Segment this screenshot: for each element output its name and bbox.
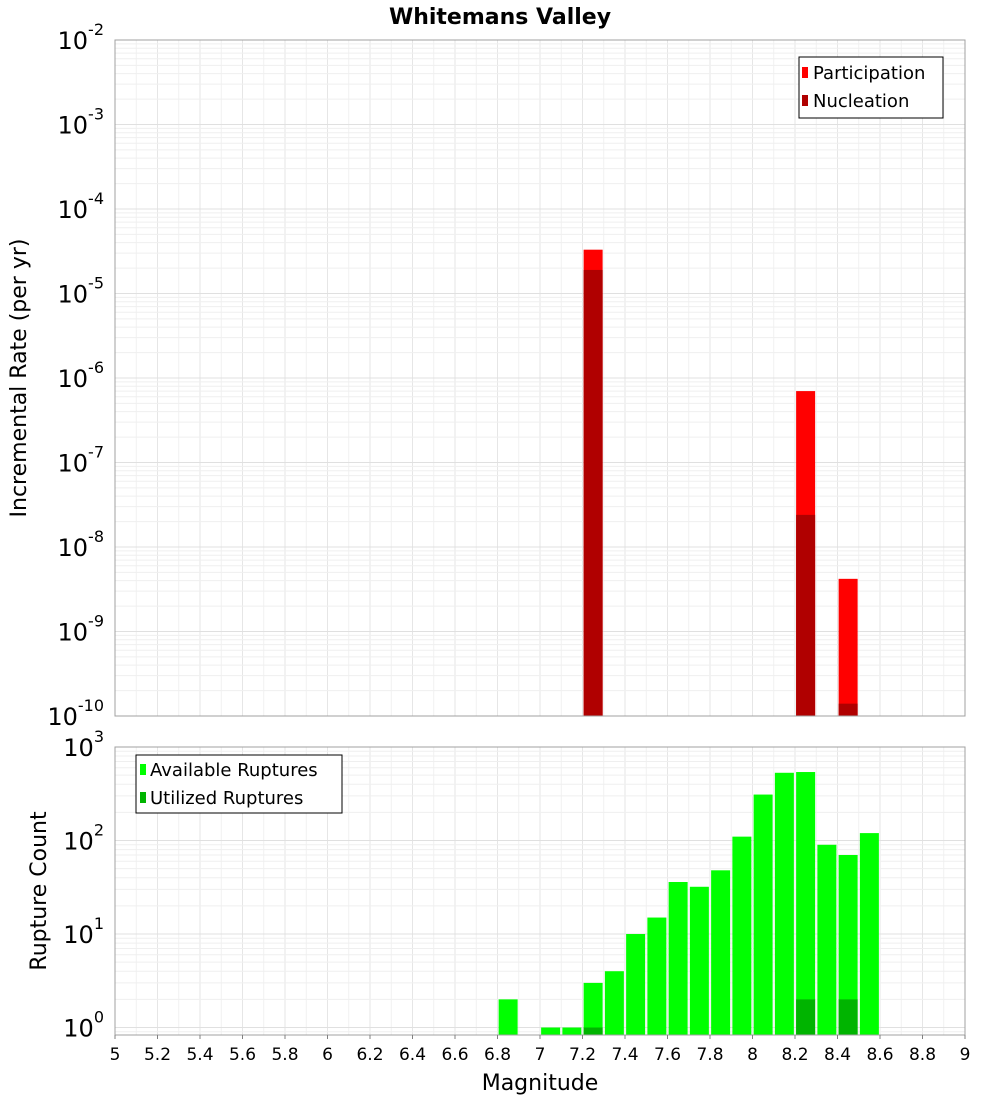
top-y-axis-label: Incremental Rate (per yr) bbox=[7, 239, 32, 518]
x-tick-label: 7.6 bbox=[654, 1045, 681, 1065]
chart-title: Whitemans Valley bbox=[389, 5, 611, 30]
bottom-panel: 100 101 102 103 5 5.2 5.4 5.6 5.8 6 6.2 6.4 6.6 6.8 7… bbox=[27, 727, 970, 1096]
bottom-y-axis-label: Rupture Count bbox=[27, 811, 52, 971]
bar-participation bbox=[838, 578, 858, 716]
bar-nucleation bbox=[838, 703, 858, 716]
x-tick-label: 5.4 bbox=[186, 1045, 213, 1065]
y-tick-label: 10-3 bbox=[58, 105, 105, 140]
legend-label-utilized-ruptures: Utilized Ruptures bbox=[150, 788, 303, 809]
bar-available-ruptures bbox=[604, 971, 624, 1035]
x-tick-label: 6.4 bbox=[399, 1045, 426, 1065]
x-tick-label: 5 bbox=[110, 1045, 121, 1065]
y-tick-label: 103 bbox=[63, 727, 104, 762]
x-tick-label: 8.4 bbox=[824, 1045, 851, 1065]
legend-label-participation: Participation bbox=[813, 63, 925, 84]
bar-available-ruptures bbox=[689, 886, 709, 1035]
legend-label-nucleation: Nucleation bbox=[813, 91, 909, 112]
bar-available-ruptures bbox=[753, 794, 773, 1035]
x-tick-label: 5.6 bbox=[229, 1045, 256, 1065]
legend-swatch-nucleation bbox=[802, 95, 808, 106]
y-tick-label: 10-10 bbox=[47, 696, 104, 731]
legend-swatch-participation bbox=[802, 67, 808, 78]
bar-available-ruptures bbox=[711, 870, 731, 1035]
y-tick-label: 100 bbox=[63, 1008, 104, 1043]
y-tick-label: 10-8 bbox=[58, 527, 105, 562]
y-tick-label: 10-4 bbox=[58, 189, 105, 224]
x-tick-label: 5.8 bbox=[271, 1045, 298, 1065]
x-tick-label: 8.2 bbox=[781, 1045, 808, 1065]
x-tick-label: 8 bbox=[747, 1045, 758, 1065]
top-plot-border bbox=[114, 39, 966, 717]
y-tick-label: 10-7 bbox=[58, 443, 105, 478]
bottom-legend: Available Ruptures Utilized Ruptures bbox=[135, 754, 343, 814]
x-tick-label: 6.2 bbox=[356, 1045, 383, 1065]
bar-available-ruptures bbox=[796, 772, 816, 1035]
top-legend-box bbox=[798, 56, 944, 119]
bar-available-ruptures bbox=[626, 934, 646, 1035]
bar-nucleation bbox=[796, 514, 816, 716]
x-tick-label: 6 bbox=[322, 1045, 333, 1065]
bar-utilized-ruptures bbox=[583, 1027, 603, 1035]
top-panel: 10-10 10-9 10-8 10-7 10-6 10-5 10-4 10-3 10-2 In… bbox=[7, 20, 966, 731]
x-tick-label: 6.8 bbox=[484, 1045, 511, 1065]
bar-available-ruptures bbox=[498, 999, 518, 1035]
bottom-bars bbox=[498, 772, 879, 1035]
x-tick-label: 7.4 bbox=[611, 1045, 638, 1065]
y-tick-label: 10-2 bbox=[58, 20, 105, 55]
y-tick-label: 10-9 bbox=[58, 612, 105, 647]
x-tick-label: 5.2 bbox=[144, 1045, 171, 1065]
x-tick-label: 9 bbox=[960, 1045, 971, 1065]
bar-available-ruptures bbox=[859, 833, 879, 1035]
bar-available-ruptures bbox=[838, 854, 858, 1035]
x-tick-label: 7.2 bbox=[569, 1045, 596, 1065]
legend-swatch-utilized-ruptures bbox=[140, 792, 146, 803]
bar-available-ruptures bbox=[541, 1027, 561, 1035]
bar-available-ruptures bbox=[562, 1027, 582, 1035]
top-y-ticks: 10-10 10-9 10-8 10-7 10-6 10-5 10-4 10-3 10-2 bbox=[47, 20, 104, 731]
bar-available-ruptures bbox=[732, 836, 752, 1035]
x-axis-label: Magnitude bbox=[482, 1071, 599, 1096]
x-tick-label: 8.8 bbox=[909, 1045, 936, 1065]
x-tick-label: 8.6 bbox=[866, 1045, 893, 1065]
bar-available-ruptures bbox=[817, 844, 837, 1035]
bar-available-ruptures bbox=[774, 772, 794, 1035]
top-bars bbox=[583, 249, 858, 716]
y-tick-label: 10-6 bbox=[58, 358, 105, 393]
bottom-y-ticks: 100 101 102 103 bbox=[63, 727, 104, 1043]
bar-available-ruptures bbox=[668, 881, 688, 1035]
bottom-x-ticks: 5 5.2 5.4 5.6 5.8 6 6.2 6.4 6.6 6.8 7 7.2 7.4 7.6 7.8 8… bbox=[110, 1035, 971, 1065]
y-tick-label: 102 bbox=[63, 821, 104, 856]
x-tick-label: 6.6 bbox=[441, 1045, 468, 1065]
x-tick-label: 7 bbox=[535, 1045, 546, 1065]
y-tick-label: 10-5 bbox=[58, 274, 105, 309]
top-legend: Participation Nucleation bbox=[798, 56, 944, 119]
x-tick-label: 7.8 bbox=[696, 1045, 723, 1065]
bar-nucleation bbox=[583, 269, 603, 716]
bar-available-ruptures bbox=[583, 982, 603, 1035]
top-grid bbox=[114, 40, 966, 717]
bar-utilized-ruptures bbox=[796, 999, 816, 1035]
legend-label-available-ruptures: Available Ruptures bbox=[150, 760, 318, 781]
bar-available-ruptures bbox=[647, 917, 667, 1035]
bottom-legend-box bbox=[135, 754, 343, 814]
y-tick-label: 101 bbox=[63, 914, 104, 949]
legend-swatch-available-ruptures bbox=[140, 764, 146, 775]
bar-utilized-ruptures bbox=[838, 999, 858, 1035]
